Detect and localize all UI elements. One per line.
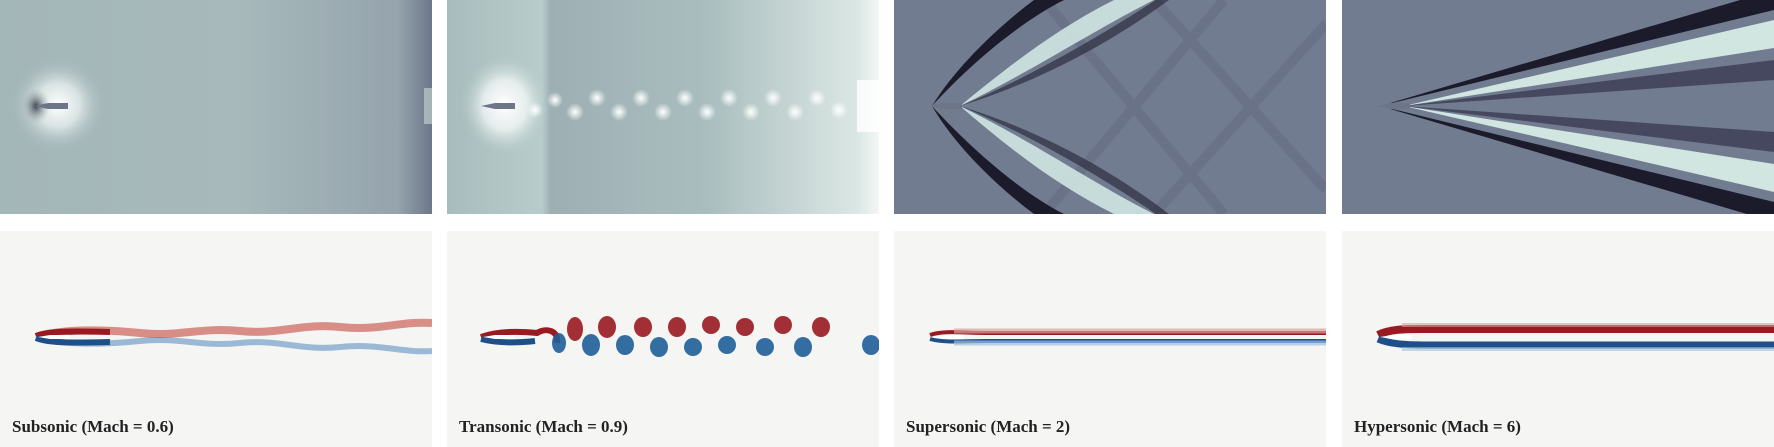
vorticity-field-hypersonic: Hypersonic (Mach = 6) — [1342, 231, 1774, 447]
panel-caption-supersonic: Supersonic (Mach = 2) — [906, 417, 1071, 436]
pressure-field-supersonic — [894, 0, 1326, 214]
pressure-field-transonic — [447, 0, 879, 214]
vorticity-field-transonic: Transonic (Mach = 0.9) — [447, 231, 879, 447]
vorticity-field-supersonic: Supersonic (Mach = 2) — [894, 231, 1326, 447]
vorticity-field-subsonic: Subsonic (Mach = 0.6) — [0, 231, 432, 447]
panel-caption-hypersonic: Hypersonic (Mach = 6) — [1354, 417, 1521, 436]
panel-caption-transonic: Transonic (Mach = 0.9) — [459, 417, 628, 436]
pressure-field-hypersonic — [1342, 0, 1774, 214]
pressure-field-subsonic — [0, 0, 432, 214]
panel-caption-subsonic: Subsonic (Mach = 0.6) — [12, 417, 174, 436]
